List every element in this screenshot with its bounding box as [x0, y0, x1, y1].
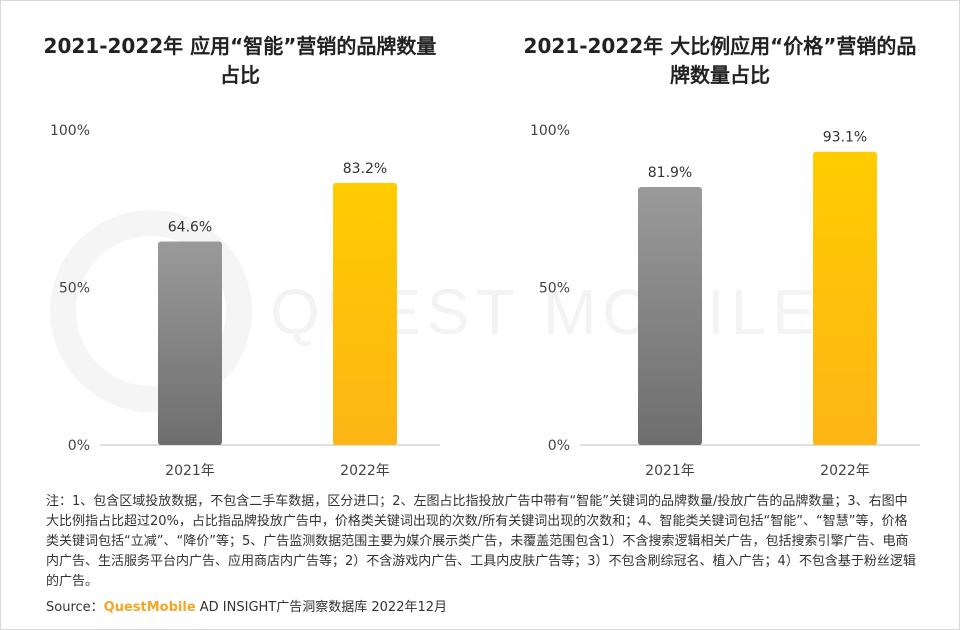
x-tick-label: 2022年	[340, 463, 390, 479]
x-tick-label: 2021年	[645, 463, 695, 479]
y-tick-label: 100%	[530, 123, 570, 139]
footnote: 注：1、包含区域投放数据，不包含二手车数据，区分进口；2、左图占比指投放广告中带…	[46, 494, 916, 589]
y-tick-label: 100%	[50, 123, 90, 139]
x-tick-label: 2021年	[165, 463, 215, 479]
data-label: 64.6%	[168, 220, 212, 236]
bar	[158, 241, 222, 445]
y-tick-label: 50%	[539, 281, 570, 297]
source-prefix: Source：	[46, 600, 104, 615]
y-tick-label: 50%	[59, 281, 90, 297]
y-tick-label: 0%	[68, 438, 90, 454]
bar-chart: 0% 50% 100% 64.6% 2021年 83.2% 2022年	[50, 123, 440, 479]
data-label: 83.2%	[343, 161, 387, 177]
source-line: Source：QuestMobile AD INSIGHT广告洞察数据库 202…	[46, 596, 447, 615]
bar	[813, 151, 877, 446]
x-tick-label: 2022年	[820, 463, 870, 479]
bar	[638, 187, 702, 445]
bar	[333, 182, 397, 446]
bar-chart: 0% 50% 100% 81.9% 2021年 93.1% 2022年	[530, 123, 920, 479]
source-brand: QuestMobile	[103, 600, 196, 615]
chart-title: 2021-2022年 应用“智能”营销的品牌数量占比	[43, 34, 437, 87]
chart-title: 2021-2022年 大比例应用“价格”营销的品牌数量占比	[523, 34, 917, 87]
y-tick-label: 0%	[548, 438, 570, 454]
source-suffix: AD INSIGHT广告洞察数据库 2022年12月	[195, 600, 448, 615]
data-label: 81.9%	[648, 165, 692, 181]
data-label: 93.1%	[823, 130, 867, 146]
